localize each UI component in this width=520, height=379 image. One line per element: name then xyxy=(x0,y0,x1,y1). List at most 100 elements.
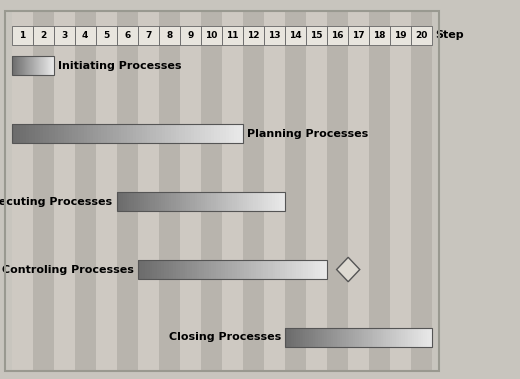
Bar xyxy=(264,11,285,371)
Text: Executing Processes: Executing Processes xyxy=(0,197,112,207)
Bar xyxy=(130,124,133,143)
Bar xyxy=(136,124,139,143)
Bar xyxy=(172,192,174,211)
Bar xyxy=(324,328,326,347)
Bar xyxy=(214,192,216,211)
Bar xyxy=(67,124,69,143)
Bar xyxy=(176,192,178,211)
Bar xyxy=(40,56,41,75)
Bar xyxy=(207,192,210,211)
Bar xyxy=(331,328,333,347)
Bar xyxy=(87,124,89,143)
Bar xyxy=(200,124,202,143)
Bar xyxy=(168,260,171,279)
Bar xyxy=(54,11,75,371)
Bar xyxy=(123,192,125,211)
Bar xyxy=(375,328,377,347)
Text: 6: 6 xyxy=(124,31,131,40)
Bar xyxy=(30,56,31,75)
Bar xyxy=(163,192,165,211)
Text: 5: 5 xyxy=(103,31,109,40)
Bar xyxy=(280,260,282,279)
Bar xyxy=(182,124,185,143)
Bar xyxy=(192,260,194,279)
Bar xyxy=(369,26,391,45)
Bar xyxy=(320,260,322,279)
Bar xyxy=(372,328,373,347)
Bar xyxy=(240,260,242,279)
Bar xyxy=(140,192,142,211)
Bar xyxy=(306,260,308,279)
Bar xyxy=(346,328,348,347)
Bar xyxy=(202,124,205,143)
Bar xyxy=(138,260,140,279)
Bar xyxy=(368,328,370,347)
Bar xyxy=(272,260,275,279)
Bar xyxy=(239,192,241,211)
Bar xyxy=(258,192,260,211)
Bar xyxy=(224,192,226,211)
Bar xyxy=(11,124,15,143)
Bar xyxy=(171,260,173,279)
Bar xyxy=(254,260,256,279)
Bar xyxy=(230,192,232,211)
Bar xyxy=(154,260,157,279)
Bar xyxy=(289,328,291,347)
Bar xyxy=(237,260,240,279)
Bar xyxy=(116,26,138,45)
Bar xyxy=(190,192,192,211)
Bar xyxy=(401,328,403,347)
Bar xyxy=(307,328,309,347)
Bar xyxy=(237,192,239,211)
Bar xyxy=(174,124,176,143)
Bar xyxy=(144,192,146,211)
Bar xyxy=(44,56,45,75)
Bar xyxy=(23,124,26,143)
Bar xyxy=(110,124,113,143)
Bar xyxy=(304,328,305,347)
Bar xyxy=(136,192,138,211)
Bar xyxy=(12,56,13,75)
Bar xyxy=(53,56,54,75)
Bar xyxy=(15,124,17,143)
Bar xyxy=(145,124,148,143)
Bar xyxy=(410,328,412,347)
Bar xyxy=(268,260,270,279)
Bar xyxy=(134,192,136,211)
Bar xyxy=(237,124,240,143)
Bar xyxy=(283,192,285,211)
Bar xyxy=(16,56,17,75)
Bar xyxy=(190,260,192,279)
Bar xyxy=(261,260,263,279)
Bar xyxy=(146,192,148,211)
Text: Step: Step xyxy=(436,30,464,40)
Bar xyxy=(275,260,278,279)
Bar xyxy=(121,192,123,211)
Bar xyxy=(216,260,218,279)
Bar xyxy=(220,260,223,279)
Bar xyxy=(344,328,346,347)
Bar xyxy=(220,192,222,211)
Bar xyxy=(201,11,222,371)
Bar xyxy=(58,124,61,143)
Text: 1: 1 xyxy=(19,31,25,40)
Bar xyxy=(179,124,182,143)
Bar xyxy=(228,192,230,211)
Bar xyxy=(411,26,432,45)
Bar xyxy=(197,192,199,211)
Bar xyxy=(246,260,249,279)
Bar xyxy=(113,124,115,143)
Bar xyxy=(25,56,27,75)
Bar xyxy=(46,56,47,75)
Text: 10: 10 xyxy=(205,31,217,40)
Bar xyxy=(318,260,320,279)
Bar xyxy=(125,192,127,211)
Bar xyxy=(287,260,289,279)
Bar xyxy=(315,260,318,279)
Bar xyxy=(289,260,292,279)
Bar xyxy=(308,260,310,279)
Text: Closing Processes: Closing Processes xyxy=(168,332,281,343)
Bar xyxy=(28,56,29,75)
Bar xyxy=(32,124,35,143)
Bar xyxy=(329,328,331,347)
